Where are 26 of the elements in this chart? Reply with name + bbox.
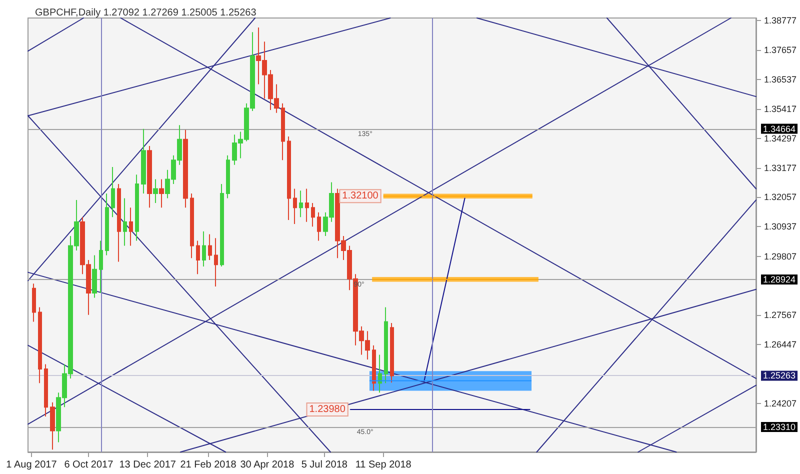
- x-tick-label: 5 Jul 2018: [301, 460, 348, 470]
- y-tick-label: 1.37657: [764, 45, 797, 56]
- x-tick-label: 6 Oct 2017: [64, 460, 114, 470]
- ref-line-label: 1.28924: [763, 274, 796, 285]
- ref-line-label: 1.23310: [763, 422, 796, 432]
- y-tick-label: 1.30937: [764, 222, 797, 232]
- y-tick-label: 1.26447: [764, 340, 797, 350]
- x-tick-label: 11 Sep 2018: [355, 460, 412, 470]
- y-tick-label: 1.27567: [764, 310, 797, 320]
- y-tick-label: 1.35417: [764, 104, 797, 114]
- y-tick-label: 1.32057: [764, 192, 797, 202]
- annotation: 1.23980: [309, 404, 346, 415]
- y-tick-label: 1.29807: [764, 251, 797, 262]
- y-tick-label: 1.38777: [764, 16, 797, 26]
- x-tick-label: 1 Aug 2017: [6, 460, 58, 470]
- x-tick-label: 21 Feb 2018: [180, 460, 237, 470]
- y-tick-label: 1.34297: [764, 133, 797, 144]
- y-tick-label: 1.33177: [764, 162, 797, 173]
- x-tick-label: 13 Dec 2017: [119, 460, 176, 470]
- ref-line-label: 1.34664: [763, 124, 796, 134]
- x-tick-label: 30 Apr 2018: [240, 460, 295, 470]
- chart-title: GBPCHF,Daily 1.27092 1.27269 1.25005 1.25263: [35, 8, 257, 18]
- y-tick-label: 1.36537: [764, 74, 797, 85]
- y-tick-label: 1.24207: [764, 398, 797, 408]
- ref-line-label: 1.25263: [763, 370, 796, 381]
- annotation: 1.32100: [342, 190, 379, 202]
